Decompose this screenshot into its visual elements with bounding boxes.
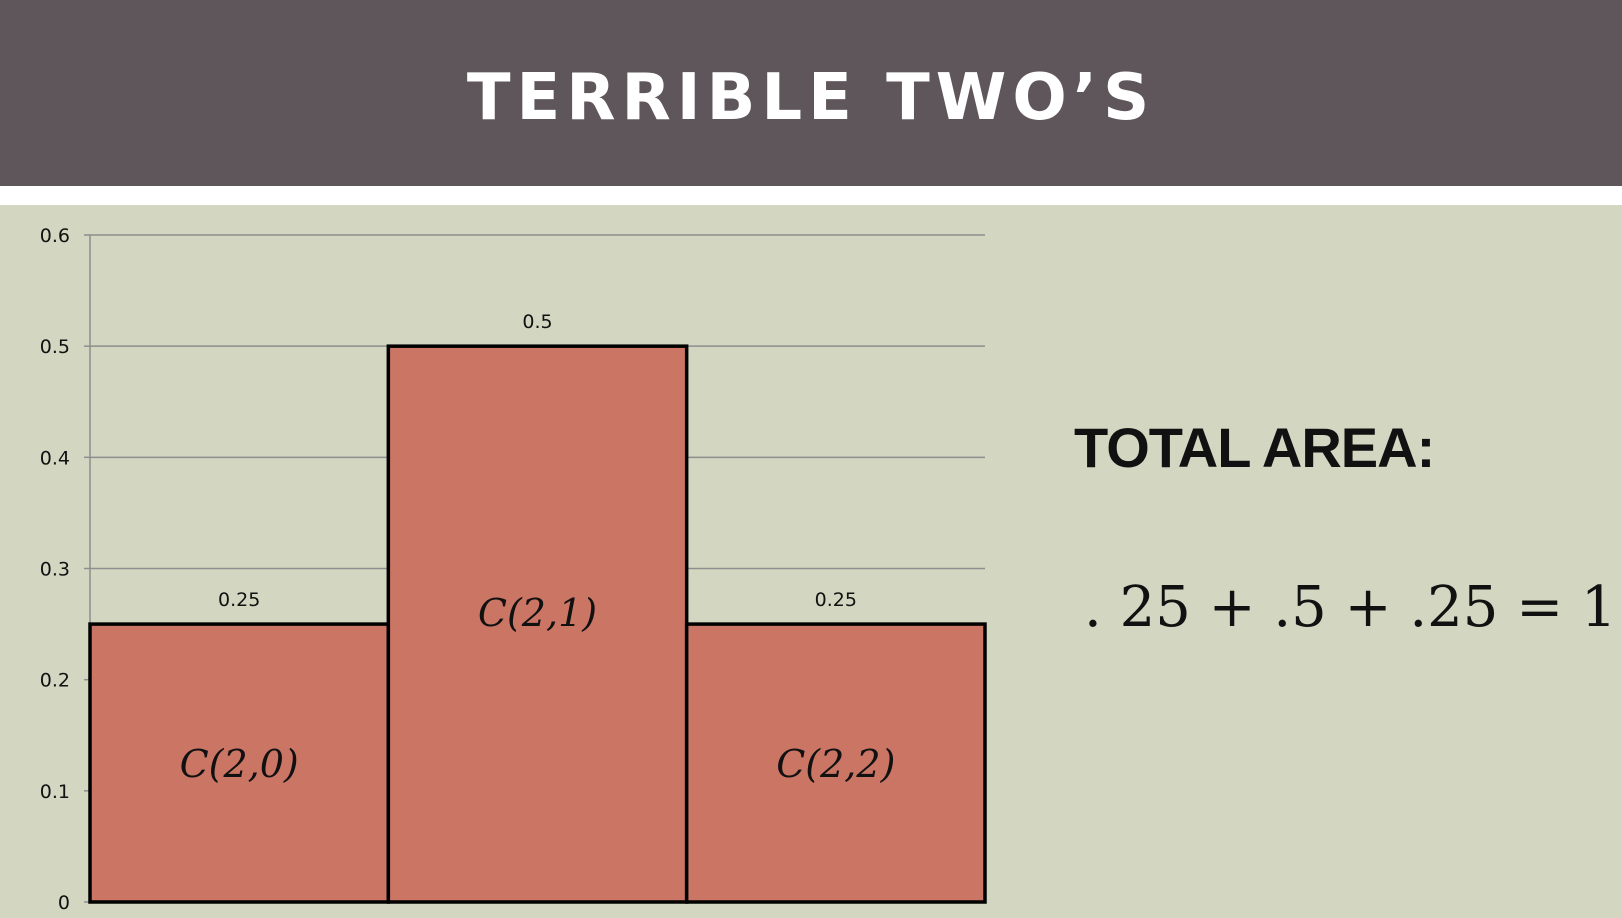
y-tick-label: 0.6 <box>40 225 70 247</box>
data-label: 0.25 <box>218 589 260 611</box>
total-area-heading: TOTAL AREA: <box>1074 416 1435 479</box>
y-tick-label: 0.3 <box>40 559 70 581</box>
bar <box>684 622 987 904</box>
y-tick-label: 0.2 <box>40 670 70 692</box>
slide-content: 0 0.1 0.2 0.3 0.4 0.5 0.6 0.25 C(2,0) 0.5 C(2,1) 0.… <box>0 205 1622 918</box>
slide-title: TERRIBLE TWO’S <box>466 61 1156 135</box>
y-tick-label: 0.5 <box>40 336 70 358</box>
title-bar: TERRIBLE TWO’S <box>0 0 1622 186</box>
bar-category-label: C(2,0) <box>180 742 299 786</box>
total-area-equation: . 25 + .5 + .25 = 1 <box>1084 575 1617 640</box>
data-label: 0.5 <box>522 311 552 333</box>
data-label: 0.25 <box>815 589 857 611</box>
y-tick-label: 0.1 <box>40 781 70 803</box>
bar-chart: 0 0.1 0.2 0.3 0.4 0.5 0.6 0.25 C(2,0) 0.5 C(2,1) 0.… <box>40 225 987 914</box>
bar-category-label: C(2,1) <box>478 591 597 635</box>
y-tick-label: 0 <box>58 892 70 914</box>
y-tick-label: 0.4 <box>40 447 70 469</box>
bar-category-label: C(2,2) <box>776 742 895 786</box>
